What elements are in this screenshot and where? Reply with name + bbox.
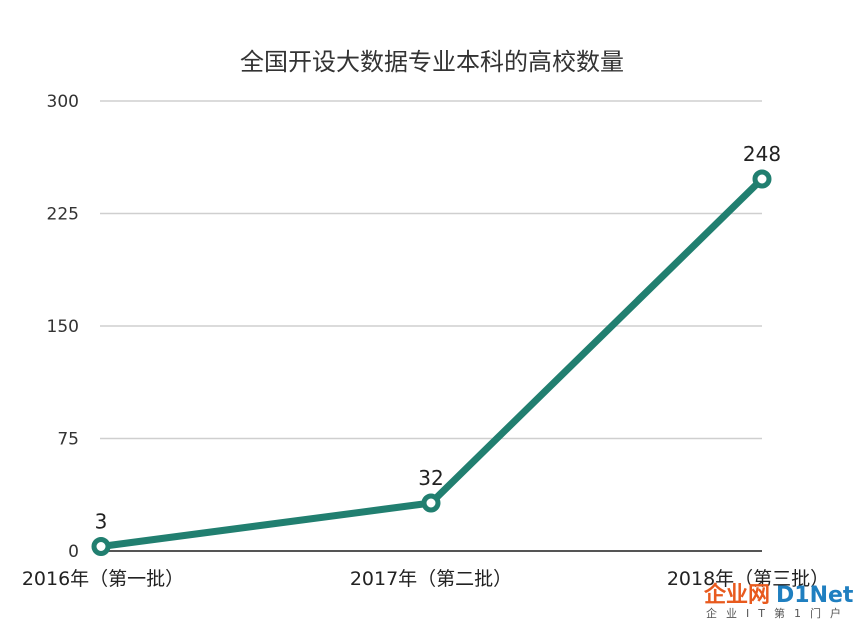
series-line-path xyxy=(97,175,766,550)
y-tick-label: 300 xyxy=(47,92,79,112)
y-tick-label: 0 xyxy=(68,542,79,562)
x-category-label: 2018年（第三批） xyxy=(667,568,829,590)
series-line xyxy=(91,169,772,556)
watermark-brand-cn: 企业网 xyxy=(703,582,770,608)
watermark-brand-en: D1Net xyxy=(776,583,854,608)
x-axis-categories: 2016年（第一批） 2017年（第二批） 2018年（第三批） xyxy=(22,568,829,590)
chart-title: 全国开设大数据专业本科的高校数量 xyxy=(240,48,624,76)
y-tick-label: 75 xyxy=(57,430,79,450)
data-label-0: 3 xyxy=(95,510,108,534)
x-category-label: 2017年（第二批） xyxy=(350,568,512,590)
data-point-2 xyxy=(752,169,772,189)
data-point-0 xyxy=(91,537,111,556)
x-category-label: 2016年（第一批） xyxy=(22,568,184,590)
gridlines xyxy=(100,100,762,552)
y-tick-label: 150 xyxy=(47,317,79,337)
watermark-logo: 企业网 D1Net 企业IT第1门户 xyxy=(703,582,854,620)
data-labels: 3 32 248 xyxy=(95,142,781,534)
y-tick-label: 225 xyxy=(47,205,79,225)
watermark-tagline: 企业IT第1门户 xyxy=(706,606,850,620)
data-label-2: 248 xyxy=(743,142,781,166)
data-point-1 xyxy=(421,493,441,513)
y-axis-ticks: 0 75 150 225 300 xyxy=(47,92,79,562)
data-label-1: 32 xyxy=(418,466,443,490)
